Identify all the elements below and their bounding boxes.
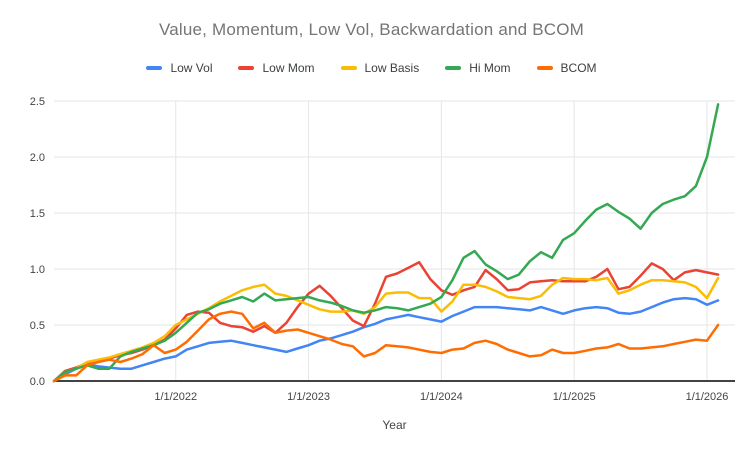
- legend-label: Low Basis: [364, 61, 420, 75]
- x-tick-label: 1/1/2022: [154, 391, 197, 403]
- x-tick-label: 1/1/2023: [287, 391, 330, 403]
- legend-item-bcom: BCOM: [536, 61, 597, 75]
- legend-label: Hi Mom: [469, 61, 511, 75]
- chart-legend: Low Vol Low Mom Low Basis Hi Mom BCOM: [0, 61, 743, 75]
- legend-item-low-mom: Low Mom: [238, 61, 315, 75]
- y-tick-label: 1.5: [30, 208, 45, 220]
- legend-swatch-icon: [445, 66, 462, 70]
- legend-swatch-icon: [340, 66, 357, 70]
- y-tick-label: 0.5: [30, 320, 45, 332]
- series-line-hi-mom: [52, 103, 720, 383]
- legend-item-low-vol: Low Vol: [146, 61, 212, 75]
- series-line-low-vol: [52, 296, 720, 383]
- y-tick-label: 2.0: [30, 152, 45, 164]
- x-tick-label: 1/1/2025: [553, 391, 596, 403]
- y-tick-label: 2.5: [30, 96, 45, 108]
- legend-label: Low Mom: [262, 61, 315, 75]
- legend-swatch-icon: [238, 66, 255, 70]
- x-tick-label: 1/1/2024: [420, 391, 463, 403]
- legend-swatch-icon: [146, 66, 163, 70]
- y-tick-label: 1.0: [30, 264, 45, 276]
- x-axis-title: Year: [382, 418, 406, 432]
- chart-title: Value, Momentum, Low Vol, Backwardation …: [158, 20, 585, 39]
- legend-swatch-icon: [536, 66, 553, 70]
- legend-label: Low Vol: [170, 61, 213, 75]
- legend-item-low-basis: Low Basis: [340, 61, 420, 75]
- series-line-low-basis: [52, 276, 720, 383]
- x-tick-label: 1/1/2026: [686, 391, 729, 403]
- y-tick-label: 0.0: [30, 376, 45, 388]
- legend-item-hi-mom: Hi Mom: [445, 61, 511, 75]
- legend-label: BCOM: [560, 61, 597, 75]
- series-line-bcom: [52, 310, 720, 383]
